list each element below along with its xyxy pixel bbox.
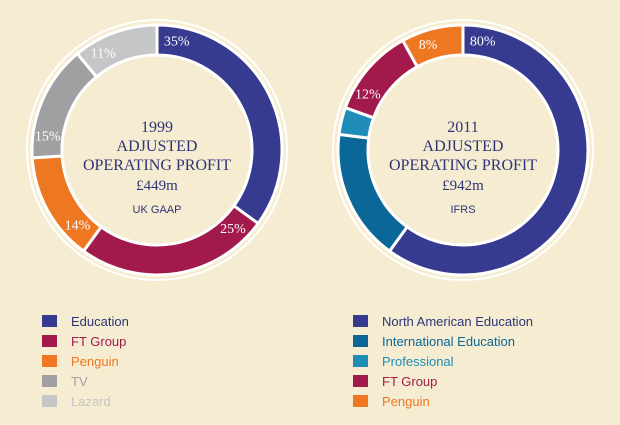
data-label-lazard: 11%	[91, 47, 116, 62]
legend-swatch	[42, 315, 57, 327]
center-title-adjusted: ADJUSTED	[423, 138, 504, 155]
legend-2011: North American Education International Ed…	[353, 311, 533, 411]
donut-charts: 35% 25% 14% 15% 11% 1999 ADJUSTED OPERATING PRO…	[26, 19, 594, 281]
outer-ring	[332, 19, 594, 281]
legend-swatch	[42, 335, 57, 347]
legend-label: International Education	[382, 333, 515, 349]
center-amount: £449m	[136, 178, 178, 194]
data-label-education: 35%	[164, 34, 190, 49]
legend-label: Education	[71, 313, 129, 329]
data-label-penguin: 14%	[65, 218, 91, 233]
legend-label: FT Group	[71, 333, 127, 349]
legend-label: Penguin	[382, 393, 430, 409]
legend-label: Professional	[382, 353, 454, 369]
center-year: 1999	[141, 119, 173, 136]
data-label-ft-group: 12%	[355, 87, 381, 102]
center-accounting-basis: UK GAAP	[133, 204, 182, 216]
legend-swatch	[353, 335, 368, 347]
slice-international-education	[336, 132, 410, 254]
slice-ft-group	[81, 203, 261, 277]
legend-swatch	[42, 355, 57, 367]
legend-item-penguin: Penguin	[353, 391, 533, 411]
center-title-operating-profit: OPERATING PROFIT	[389, 157, 537, 174]
legend-label: Lazard	[71, 393, 111, 409]
legend-item-ft-group: FT Group	[353, 371, 533, 391]
center-year: 2011	[447, 119, 478, 136]
legend-item-education: Education	[42, 311, 129, 331]
slice-penguin	[400, 23, 465, 69]
legend-swatch	[353, 315, 368, 327]
legend-item-north-american-education: North American Education	[353, 311, 533, 331]
data-label-tv: 15%	[35, 130, 61, 145]
legend-item-professional: Professional	[353, 351, 533, 371]
legend-swatch	[42, 395, 57, 407]
legend-swatch	[353, 355, 368, 367]
legend-item-penguin: Penguin	[42, 351, 129, 371]
legend-item-ft-group: FT Group	[42, 331, 129, 351]
legend-swatch	[353, 395, 368, 407]
slice-lazard	[75, 23, 159, 79]
data-label-ft-group: 25%	[220, 222, 246, 237]
donut-1999: 35% 25% 14% 15% 11% 1999 ADJUSTED OPERATING PRO…	[26, 19, 288, 281]
legend-item-tv: TV	[42, 371, 129, 391]
legend-swatch	[42, 375, 57, 387]
center-accounting-basis: IFRS	[450, 204, 475, 216]
data-label-penguin: 8%	[419, 38, 438, 53]
data-label-north-american-education: 80%	[470, 34, 496, 49]
legend-label: FT Group	[382, 373, 438, 389]
center-amount: £942m	[442, 178, 484, 194]
legend-item-lazard: Lazard	[42, 391, 129, 411]
legend-item-international-education: International Education	[353, 331, 533, 351]
legend-label: North American Education	[382, 313, 534, 329]
center-title-adjusted: ADJUSTED	[117, 138, 198, 155]
legend-1999: Education FT Group Penguin TV Lazard	[42, 311, 129, 411]
legend-swatch	[353, 375, 368, 387]
center-title-operating-profit: OPERATING PROFIT	[83, 157, 231, 174]
legend-label: TV	[71, 373, 88, 389]
slice-north-american-education	[387, 23, 590, 277]
slice-ft-group	[343, 38, 420, 120]
outer-ring	[26, 19, 288, 281]
legend-label: Penguin	[71, 353, 119, 369]
donut-2011: 80% 12% 8% 2011 ADJUSTED OPERATING PROFIT £942…	[332, 19, 594, 281]
